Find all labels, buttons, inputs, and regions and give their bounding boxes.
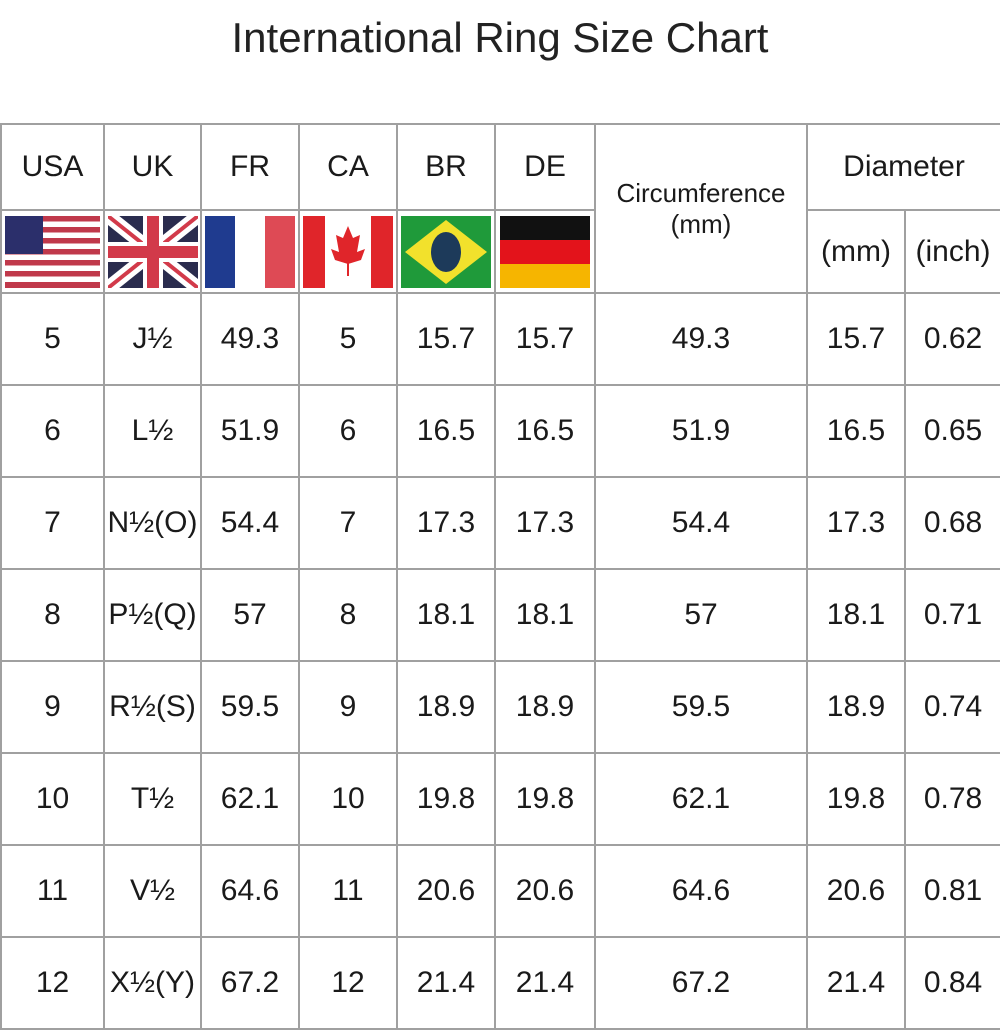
cell-diameter-inch: 0.78 xyxy=(903,752,1000,846)
table-row: 5 J½ 49.3 5 15.7 15.7 49.3 15.7 0.62 xyxy=(0,292,1000,386)
cell-ca: 12 xyxy=(298,936,398,1030)
cell-de: 18.9 xyxy=(494,660,596,754)
cell-fr: 54.4 xyxy=(200,476,300,570)
header-diameter-inch: (inch) xyxy=(903,209,1000,294)
cell-br: 16.5 xyxy=(396,384,496,478)
cell-circumference: 59.5 xyxy=(594,660,808,754)
cell-de: 21.4 xyxy=(494,936,596,1030)
cell-diameter-mm: 20.6 xyxy=(806,844,906,938)
cell-fr: 62.1 xyxy=(200,752,300,846)
header-ca: CA xyxy=(298,123,398,211)
header-circumference: Circumference (mm) xyxy=(594,123,808,294)
us-flag-icon xyxy=(0,209,105,294)
cell-ca: 9 xyxy=(298,660,398,754)
cell-fr: 51.9 xyxy=(200,384,300,478)
cell-de: 20.6 xyxy=(494,844,596,938)
cell-de: 16.5 xyxy=(494,384,596,478)
cell-diameter-mm: 21.4 xyxy=(806,936,906,1030)
brazil-flag-icon xyxy=(396,209,496,294)
cell-br: 18.1 xyxy=(396,568,496,662)
cell-fr: 57 xyxy=(200,568,300,662)
cell-fr: 64.6 xyxy=(200,844,300,938)
cell-fr: 67.2 xyxy=(200,936,300,1030)
cell-ca: 8 xyxy=(298,568,398,662)
cell-ca: 10 xyxy=(298,752,398,846)
canada-flag-icon xyxy=(298,209,398,294)
cell-diameter-inch: 0.71 xyxy=(903,568,1000,662)
cell-usa: 5 xyxy=(0,292,105,386)
cell-fr: 59.5 xyxy=(200,660,300,754)
table-row: 8 P½(Q) 57 8 18.1 18.1 57 18.1 0.71 xyxy=(0,568,1000,662)
cell-br: 19.8 xyxy=(396,752,496,846)
cell-uk: R½(S) xyxy=(103,660,202,754)
header-fr: FR xyxy=(200,123,300,211)
cell-ca: 6 xyxy=(298,384,398,478)
cell-diameter-inch: 0.74 xyxy=(903,660,1000,754)
cell-circumference: 51.9 xyxy=(594,384,808,478)
cell-uk: X½(Y) xyxy=(103,936,202,1030)
header-uk: UK xyxy=(103,123,202,211)
cell-usa: 6 xyxy=(0,384,105,478)
cell-circumference: 57 xyxy=(594,568,808,662)
cell-diameter-inch: 0.62 xyxy=(903,292,1000,386)
cell-uk: P½(Q) xyxy=(103,568,202,662)
france-flag-icon xyxy=(200,209,300,294)
cell-br: 18.9 xyxy=(396,660,496,754)
cell-diameter-mm: 19.8 xyxy=(806,752,906,846)
ring-size-table: USA UK FR CA BR DE Circumference (mm) Dia… xyxy=(0,123,1000,1030)
cell-ca: 5 xyxy=(298,292,398,386)
uk-flag-icon xyxy=(103,209,202,294)
cell-de: 15.7 xyxy=(494,292,596,386)
table-row: 6 L½ 51.9 6 16.5 16.5 51.9 16.5 0.65 xyxy=(0,384,1000,478)
cell-diameter-mm: 17.3 xyxy=(806,476,906,570)
cell-fr: 49.3 xyxy=(200,292,300,386)
cell-circumference: 62.1 xyxy=(594,752,808,846)
cell-br: 21.4 xyxy=(396,936,496,1030)
table-row: 12 X½(Y) 67.2 12 21.4 21.4 67.2 21.4 0.84 xyxy=(0,936,1000,1030)
cell-de: 19.8 xyxy=(494,752,596,846)
cell-circumference: 54.4 xyxy=(594,476,808,570)
cell-usa: 7 xyxy=(0,476,105,570)
cell-br: 17.3 xyxy=(396,476,496,570)
cell-diameter-mm: 16.5 xyxy=(806,384,906,478)
cell-uk: J½ xyxy=(103,292,202,386)
cell-usa: 10 xyxy=(0,752,105,846)
page-title: International Ring Size Chart xyxy=(231,14,769,61)
cell-br: 20.6 xyxy=(396,844,496,938)
cell-usa: 9 xyxy=(0,660,105,754)
cell-usa: 11 xyxy=(0,844,105,938)
header-usa: USA xyxy=(0,123,105,211)
cell-diameter-inch: 0.84 xyxy=(903,936,1000,1030)
cell-diameter-mm: 15.7 xyxy=(806,292,906,386)
cell-uk: V½ xyxy=(103,844,202,938)
cell-circumference: 64.6 xyxy=(594,844,808,938)
cell-uk: N½(O) xyxy=(103,476,202,570)
cell-usa: 12 xyxy=(0,936,105,1030)
cell-diameter-inch: 0.65 xyxy=(903,384,1000,478)
header-de: DE xyxy=(494,123,596,211)
table-row: 11 V½ 64.6 11 20.6 20.6 64.6 20.6 0.81 xyxy=(0,844,1000,938)
germany-flag-icon xyxy=(494,209,596,294)
header-br: BR xyxy=(396,123,496,211)
table-row: 7 N½(O) 54.4 7 17.3 17.3 54.4 17.3 0.68 xyxy=(0,476,1000,570)
cell-circumference: 49.3 xyxy=(594,292,808,386)
cell-ca: 7 xyxy=(298,476,398,570)
cell-de: 17.3 xyxy=(494,476,596,570)
cell-de: 18.1 xyxy=(494,568,596,662)
cell-uk: T½ xyxy=(103,752,202,846)
cell-uk: L½ xyxy=(103,384,202,478)
cell-circumference: 67.2 xyxy=(594,936,808,1030)
cell-br: 15.7 xyxy=(396,292,496,386)
cell-diameter-inch: 0.81 xyxy=(903,844,1000,938)
table-row: 9 R½(S) 59.5 9 18.9 18.9 59.5 18.9 0.74 xyxy=(0,660,1000,754)
cell-diameter-mm: 18.1 xyxy=(806,568,906,662)
cell-diameter-inch: 0.68 xyxy=(903,476,1000,570)
header-diameter-mm: (mm) xyxy=(806,209,906,294)
header-diameter: Diameter xyxy=(805,123,1000,211)
cell-usa: 8 xyxy=(0,568,105,662)
cell-diameter-mm: 18.9 xyxy=(806,660,906,754)
table-row: 10 T½ 62.1 10 19.8 19.8 62.1 19.8 0.78 xyxy=(0,752,1000,846)
cell-ca: 11 xyxy=(298,844,398,938)
